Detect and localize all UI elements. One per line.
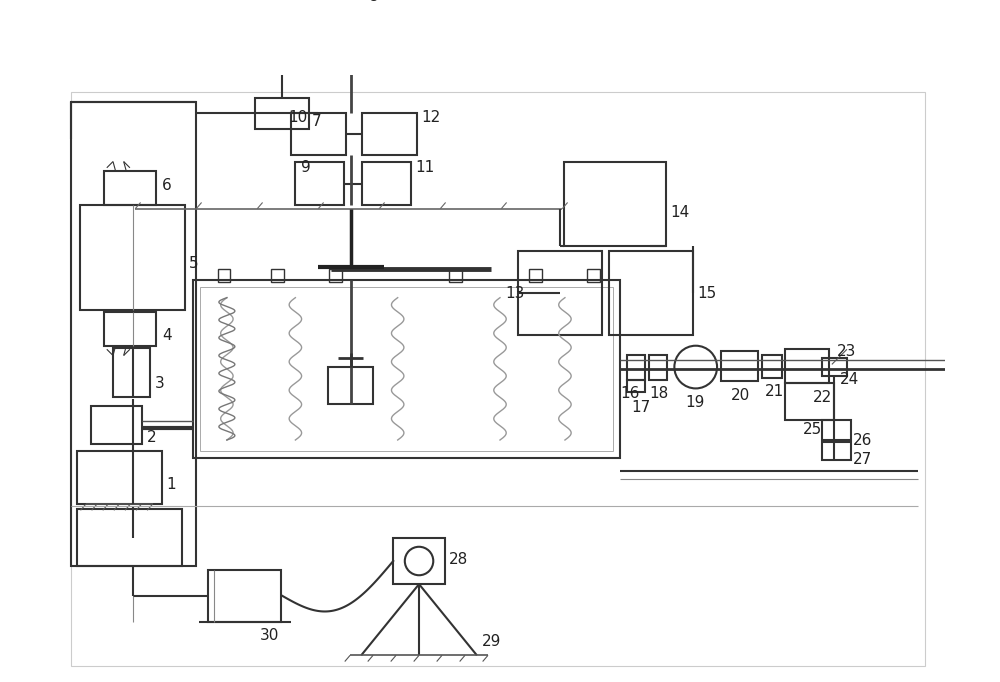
- Text: 25: 25: [802, 422, 822, 437]
- Text: 19: 19: [685, 395, 704, 410]
- Text: 7: 7: [311, 114, 321, 129]
- Text: 16: 16: [620, 386, 639, 401]
- Text: 24: 24: [840, 372, 859, 387]
- Text: 17: 17: [632, 400, 651, 415]
- Text: 12: 12: [422, 110, 441, 125]
- Text: 22: 22: [813, 390, 832, 405]
- Text: 10: 10: [288, 110, 308, 125]
- Text: 26: 26: [853, 432, 873, 447]
- Text: 2: 2: [147, 430, 156, 445]
- Text: 9: 9: [301, 160, 310, 175]
- Text: 8: 8: [369, 0, 379, 5]
- Text: 29: 29: [482, 634, 502, 649]
- Text: 1: 1: [166, 477, 176, 492]
- Text: 30: 30: [260, 628, 279, 643]
- Text: 20: 20: [731, 388, 751, 403]
- Text: 18: 18: [649, 386, 669, 401]
- Text: 23: 23: [837, 344, 857, 359]
- Text: 5: 5: [189, 256, 198, 271]
- Text: 13: 13: [505, 286, 525, 301]
- Text: 3: 3: [155, 376, 165, 391]
- Text: 27: 27: [853, 452, 872, 467]
- Text: 14: 14: [671, 205, 690, 220]
- Text: 6: 6: [162, 178, 172, 193]
- Text: 21: 21: [765, 385, 784, 400]
- Text: 15: 15: [698, 286, 717, 301]
- Text: 11: 11: [415, 160, 435, 175]
- Text: 28: 28: [449, 552, 469, 567]
- Text: 4: 4: [162, 327, 172, 342]
